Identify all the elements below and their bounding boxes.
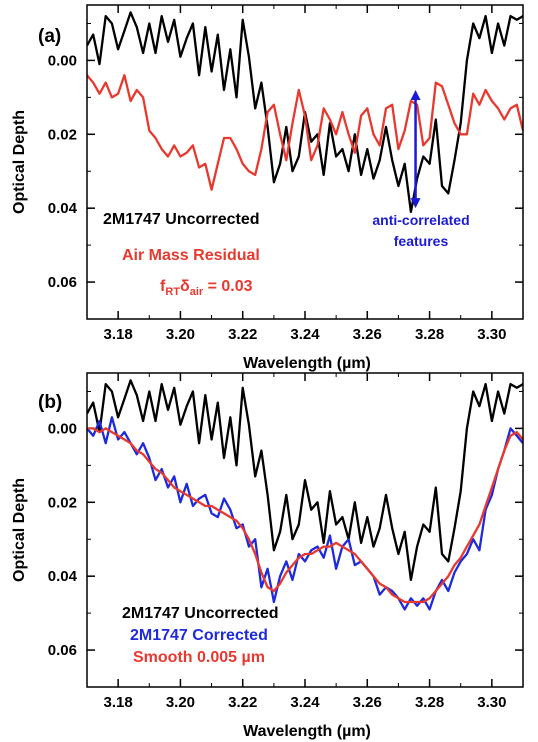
panel-b-y-axis-title: Optical Depth [11, 478, 28, 582]
panel-b-y-tick-label: 0.00 [48, 420, 77, 437]
panel-b-x-tick-label: 3.20 [166, 694, 195, 711]
panel-a-x-axis-title: Wavelength (µm) [243, 355, 371, 372]
panel-a-y-axis-title: Optical Depth [11, 110, 28, 214]
panel-a-y-tick-label: 0.06 [48, 274, 77, 291]
panel-a-x-tick-label: 3.26 [353, 326, 382, 343]
panel-b-series [87, 379, 523, 611]
arrow-head-down [410, 198, 421, 209]
panel-a-x-tick-label: 3.30 [477, 326, 506, 343]
panel-a-label: (a) [38, 26, 61, 47]
anti-correlation-arrow [410, 89, 421, 209]
panel-a-x-tick-label: 3.22 [228, 326, 257, 343]
panel-a-frame [86, 4, 524, 320]
annotation-anti-correlated-line2: features [394, 233, 449, 249]
annotation-anti-correlated-line1: anti-correlated [372, 212, 469, 228]
legend-a-air-mass: Air Mass Residual [122, 247, 260, 264]
panel-b-series-2m1747-uncorrected [87, 379, 523, 582]
legend-b-uncorrected: 2M1747 Uncorrected [122, 605, 279, 622]
panel-a-x-tick-label: 3.28 [415, 326, 444, 343]
panel-a-x-tick-label: 3.20 [166, 326, 195, 343]
panel-b-x-tick-label: 3.24 [290, 694, 320, 711]
panel-b-x-axis-title: Wavelength (µm) [243, 723, 371, 740]
panel-b: (b) Optical Depth Wavelength (µm) 3.18 3.… [11, 372, 524, 740]
panel-a-y-tick-label: 0.00 [48, 52, 77, 69]
legend-b-corrected: 2M1747 Corrected [130, 627, 268, 644]
panel-b-label: (b) [38, 392, 62, 413]
annotation-air-factor: fRTδair = 0.03 [160, 278, 253, 298]
panel-b-x-tick-label: 3.30 [477, 694, 506, 711]
panel-b-series-smooth-0-005-m [87, 427, 523, 604]
panel-a-series [87, 11, 523, 214]
panel-a-y-tick-label: 0.04 [48, 200, 78, 217]
panel-a: (a) Optical Depth Wavelength (µm) 3.18 3.… [11, 4, 524, 372]
panel-b-x-tick-label: 3.22 [228, 694, 257, 711]
panel-b-x-tick-label: 3.26 [353, 694, 382, 711]
panel-b-x-tick-label: 3.28 [415, 694, 444, 711]
panel-a-ticks: 3.18 3.20 3.22 3.24 3.26 3.28 3.30 0.00 0.02 0.04… [48, 5, 524, 343]
panel-a-x-tick-label: 3.24 [290, 326, 320, 343]
panel-a-y-tick-label: 0.02 [48, 126, 77, 143]
panel-b-x-tick-label: 3.18 [104, 694, 133, 711]
panel-b-y-tick-label: 0.06 [48, 642, 77, 659]
legend-b-smooth: Smooth 0.005 µm [133, 649, 265, 666]
panel-a-series-air-mass-residual [87, 74, 523, 191]
panel-a-x-tick-label: 3.18 [104, 326, 133, 343]
panel-b-y-tick-label: 0.02 [48, 494, 77, 511]
panel-b-y-tick-label: 0.04 [48, 568, 78, 585]
arrow-head-up [410, 89, 421, 100]
panel-b-frame [86, 372, 524, 688]
legend-a-uncorrected: 2M1747 Uncorrected [103, 211, 260, 228]
